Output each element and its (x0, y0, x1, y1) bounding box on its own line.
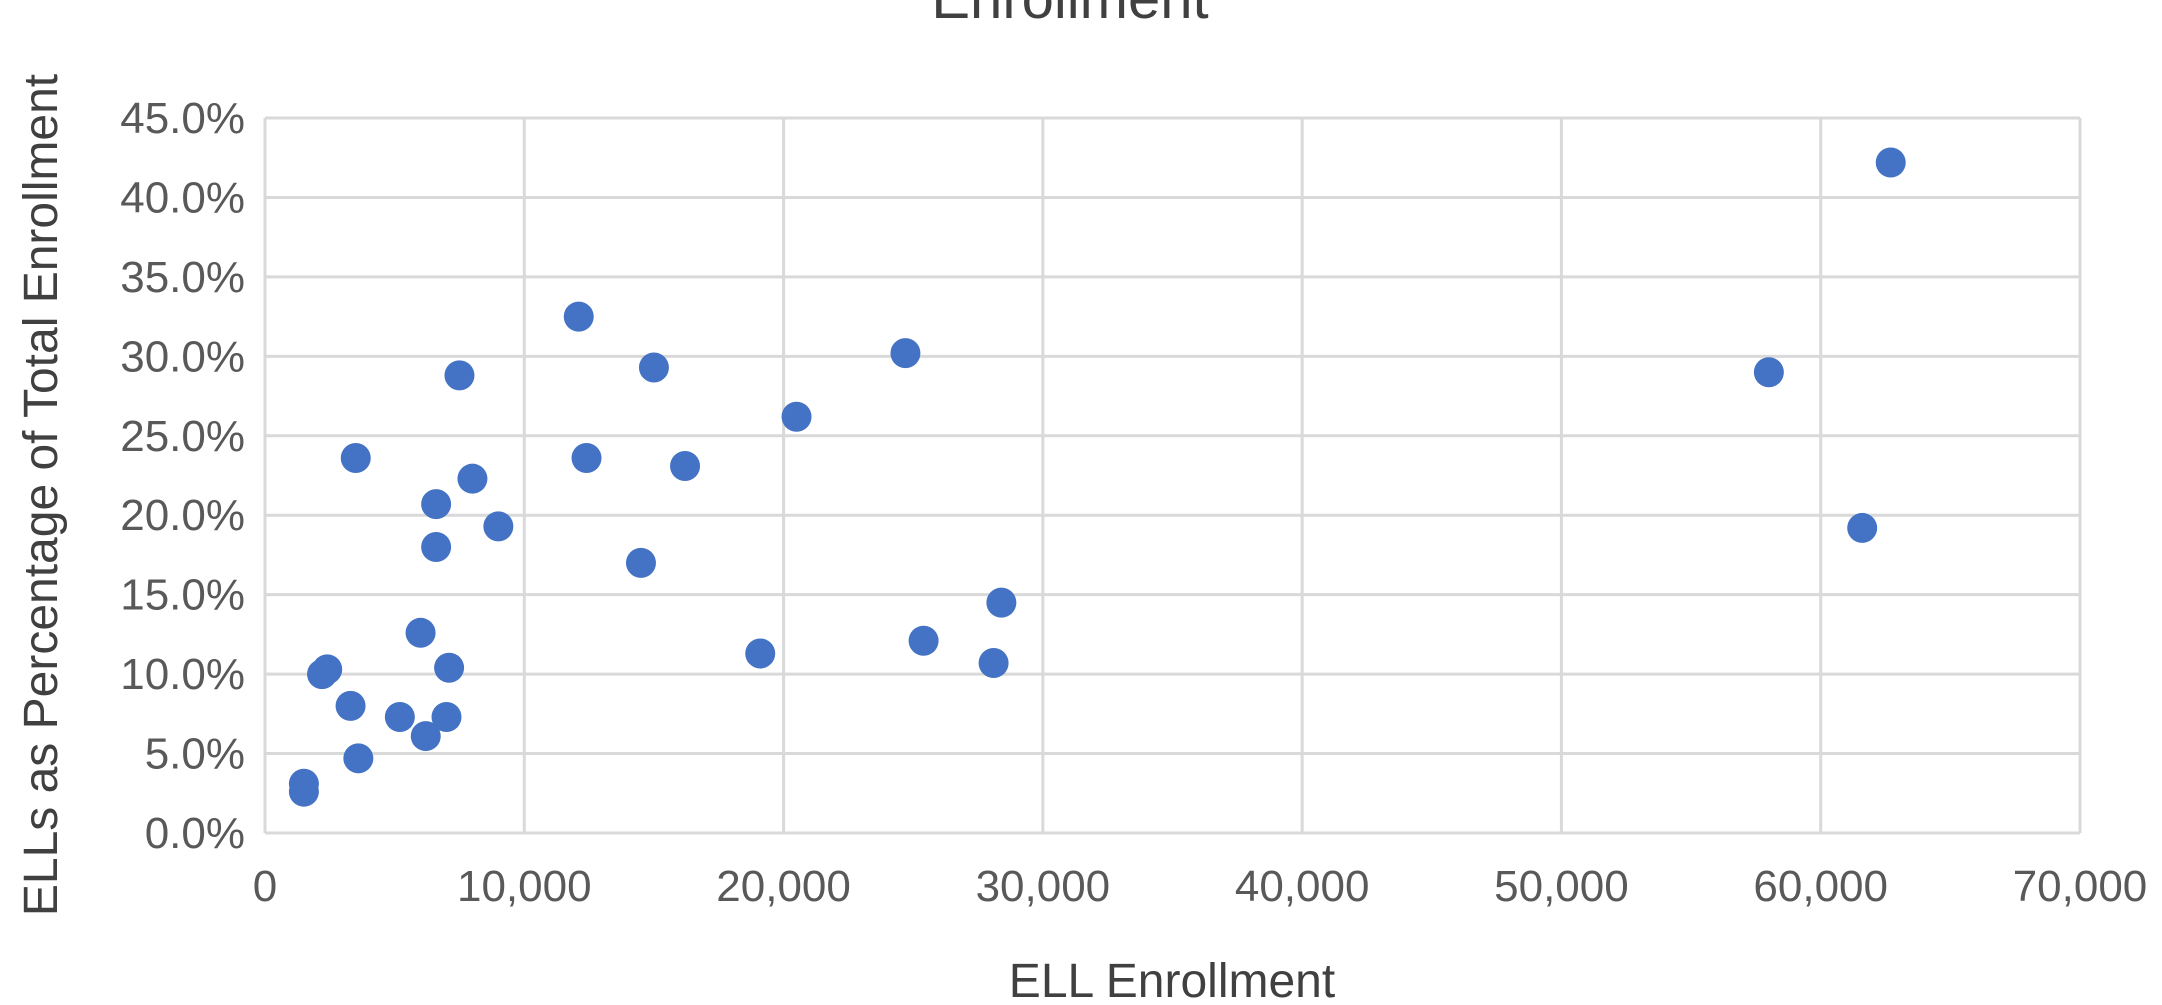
y-tick-label: 30.0% (120, 332, 245, 381)
data-point (288, 776, 319, 807)
data-point (434, 652, 465, 683)
x-tick-label: 40,000 (1235, 862, 1370, 911)
data-point (421, 532, 452, 562)
x-tick-label: 60,000 (1753, 862, 1888, 911)
y-tick-label: 15.0% (120, 571, 245, 620)
data-point (638, 352, 669, 383)
data-point (312, 654, 343, 685)
gridlines (263, 116, 2082, 835)
y-tick-label: 35.0% (120, 253, 245, 302)
data-point (444, 360, 475, 391)
x-tick-label: 0 (253, 862, 277, 911)
data-point (421, 489, 452, 520)
data-point (410, 721, 441, 752)
x-tick-label: 10,000 (457, 862, 592, 911)
y-tick-label: 10.0% (120, 650, 245, 699)
data-point (571, 443, 602, 474)
data-point (1847, 512, 1878, 543)
data-point (343, 743, 374, 774)
data-point (670, 450, 701, 481)
y-axis-ticks: 0.0% 5.0% 10.0% 15.0% 20.0% 25.0% 30.0% 35.0% 40… (120, 94, 245, 858)
data-point (431, 702, 462, 733)
x-tick-label: 70,000 (2013, 862, 2148, 911)
data-point (908, 625, 939, 656)
x-tick-label: 20,000 (716, 862, 851, 911)
data-point (1753, 357, 1784, 388)
x-tick-label: 50,000 (1494, 862, 1629, 911)
data-point (563, 301, 594, 332)
data-point (781, 401, 812, 432)
data-point (384, 702, 415, 733)
data-point (335, 690, 366, 721)
x-tick-label: 30,000 (976, 862, 1111, 911)
data-point (625, 547, 656, 578)
y-tick-label: 5.0% (145, 730, 245, 779)
data-point (986, 587, 1017, 618)
x-axis-ticks: 0 10,000 20,000 30,000 40,000 50,000 60,000 70,… (253, 862, 2148, 911)
data-point (483, 511, 514, 542)
data-point (1875, 147, 1906, 178)
data-points (288, 147, 1906, 807)
y-tick-label: 0.0% (145, 809, 245, 858)
chart-title: Enrollment (931, 0, 1208, 31)
x-axis-title: ELL Enrollment (1009, 955, 1335, 1005)
data-point (405, 617, 436, 648)
data-point (340, 443, 371, 474)
data-point (890, 338, 921, 369)
data-point (745, 638, 776, 669)
y-tick-label: 20.0% (120, 491, 245, 540)
y-tick-label: 45.0% (120, 94, 245, 143)
data-point (978, 647, 1009, 678)
y-tick-label: 25.0% (120, 412, 245, 461)
y-tick-label: 40.0% (120, 173, 245, 222)
data-point (457, 463, 488, 494)
y-axis-title: ELLs as Percentage of Total Enrollment (15, 74, 68, 916)
